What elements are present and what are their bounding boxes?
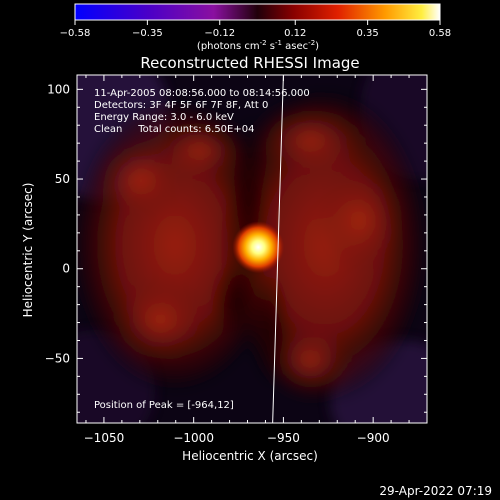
y-tick-label: 50 xyxy=(55,172,70,186)
annotation-time-range: 11-Apr-2005 08:08:56.000 to 08:14:56.000 xyxy=(94,88,310,99)
x-tick-label: −1000 xyxy=(173,431,214,445)
peak-source xyxy=(232,221,285,274)
y-tick-label: −50 xyxy=(45,351,70,365)
annotation-block: 11-Apr-2005 08:08:56.000 to 08:14:56.000… xyxy=(94,88,310,135)
colorbar-tick-label: −0.12 xyxy=(204,28,235,39)
colorbar: −0.58 −0.35 −0.12 0.12 0.35 0.58 (photons cm-… xyxy=(60,3,451,52)
peak-position-label: Position of Peak = [-964,12] xyxy=(94,400,234,411)
image-panel xyxy=(77,75,427,423)
y-tick-label: 100 xyxy=(47,82,70,96)
colorbar-tick-label: 0.35 xyxy=(356,28,378,39)
y-tick-label: 0 xyxy=(62,262,70,276)
chart-title: Reconstructed RHESSI Image xyxy=(140,54,359,72)
colorbar-unit-label: (photons cm-2 s-1 asec-2) xyxy=(197,39,319,52)
x-tick-label: −950 xyxy=(267,431,300,445)
annotation-energy-range: Energy Range: 3.0 - 6.0 keV xyxy=(94,112,234,123)
colorbar-tick-label: 0.58 xyxy=(429,28,451,39)
footer-timestamp: 29-Apr-2022 07:19 xyxy=(379,484,492,498)
x-tick-label: −1050 xyxy=(84,431,125,445)
y-axis-ticks: 100 50 0 −50 xyxy=(45,82,427,413)
colorbar-tick-label: −0.35 xyxy=(132,28,163,39)
annotation-detectors: Detectors: 3F 4F 5F 6F 7F 8F, Att 0 xyxy=(94,100,268,111)
colorbar-gradient xyxy=(74,3,441,21)
solar-limb-line xyxy=(272,75,284,423)
colorbar-tick-label: −0.58 xyxy=(60,28,91,39)
colorbar-ticks: −0.58 −0.35 −0.12 0.12 0.35 0.58 xyxy=(60,20,451,39)
y-axis-label: Heliocentric Y (arcsec) xyxy=(21,183,35,318)
x-tick-label: −900 xyxy=(357,431,390,445)
x-axis-label: Heliocentric X (arcsec) xyxy=(182,449,318,463)
x-axis-ticks: −1050 −1000 −950 −900 xyxy=(84,75,428,445)
annotation-clean-counts: Clean Total counts: 6.50E+04 xyxy=(94,124,254,135)
plot-frame xyxy=(76,74,428,424)
colorbar-tick-label: 0.12 xyxy=(284,28,306,39)
